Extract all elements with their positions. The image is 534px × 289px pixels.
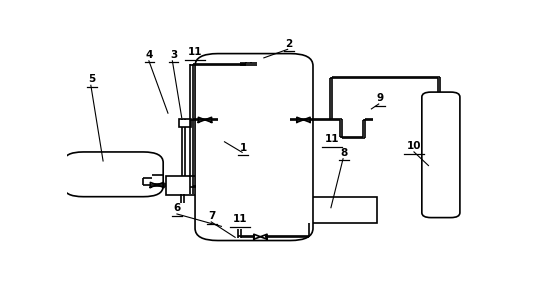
Bar (179, 118, 191, 127)
Text: 7: 7 (208, 211, 215, 221)
Text: 11: 11 (324, 134, 339, 144)
Bar (309, 197, 377, 223)
Text: 3: 3 (170, 50, 177, 60)
Text: 10: 10 (407, 141, 422, 151)
Text: 4: 4 (146, 50, 153, 60)
Text: 11: 11 (188, 47, 202, 58)
FancyBboxPatch shape (64, 152, 163, 197)
Bar (223, 225, 261, 229)
Text: 1: 1 (240, 142, 247, 153)
Text: 11: 11 (232, 214, 247, 224)
Text: 8: 8 (340, 147, 348, 158)
Text: 9: 9 (376, 93, 383, 103)
FancyBboxPatch shape (422, 92, 460, 218)
Text: 2: 2 (285, 39, 293, 49)
Text: 5: 5 (88, 74, 95, 84)
Bar (166, 176, 196, 195)
Text: 6: 6 (174, 203, 181, 213)
FancyBboxPatch shape (195, 53, 313, 240)
